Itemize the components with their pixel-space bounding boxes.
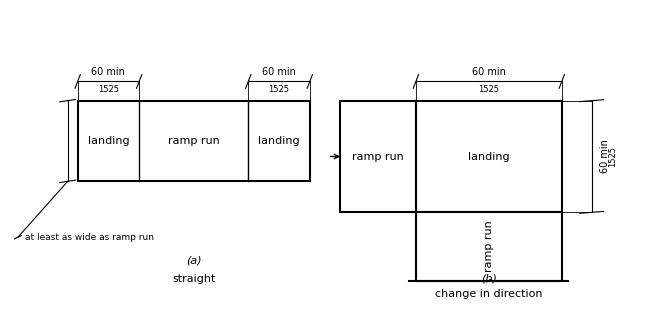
Text: 1525: 1525 — [98, 85, 119, 95]
Text: at least as wide as ramp run: at least as wide as ramp run — [25, 233, 154, 242]
Text: ramp run: ramp run — [484, 221, 494, 272]
Text: 1525: 1525 — [268, 85, 290, 95]
Text: 1525: 1525 — [478, 85, 500, 95]
Text: 60 min: 60 min — [91, 67, 125, 77]
Text: ramp run: ramp run — [352, 151, 404, 162]
Text: 60 min: 60 min — [600, 140, 610, 173]
Text: 60 min: 60 min — [472, 67, 505, 77]
Text: landing: landing — [88, 136, 129, 146]
Bar — [78, 101, 310, 181]
Text: 1525: 1525 — [608, 146, 617, 167]
Text: (a): (a) — [186, 255, 202, 265]
Bar — [416, 101, 562, 212]
Text: landing: landing — [258, 136, 300, 146]
Text: change in direction: change in direction — [435, 289, 543, 299]
Bar — [340, 101, 416, 212]
Bar — [416, 212, 562, 280]
Text: landing: landing — [468, 151, 509, 162]
Text: ramp run: ramp run — [168, 136, 220, 146]
Text: (b): (b) — [481, 274, 497, 284]
Text: 60 min: 60 min — [262, 67, 296, 77]
Text: straight: straight — [172, 274, 215, 284]
